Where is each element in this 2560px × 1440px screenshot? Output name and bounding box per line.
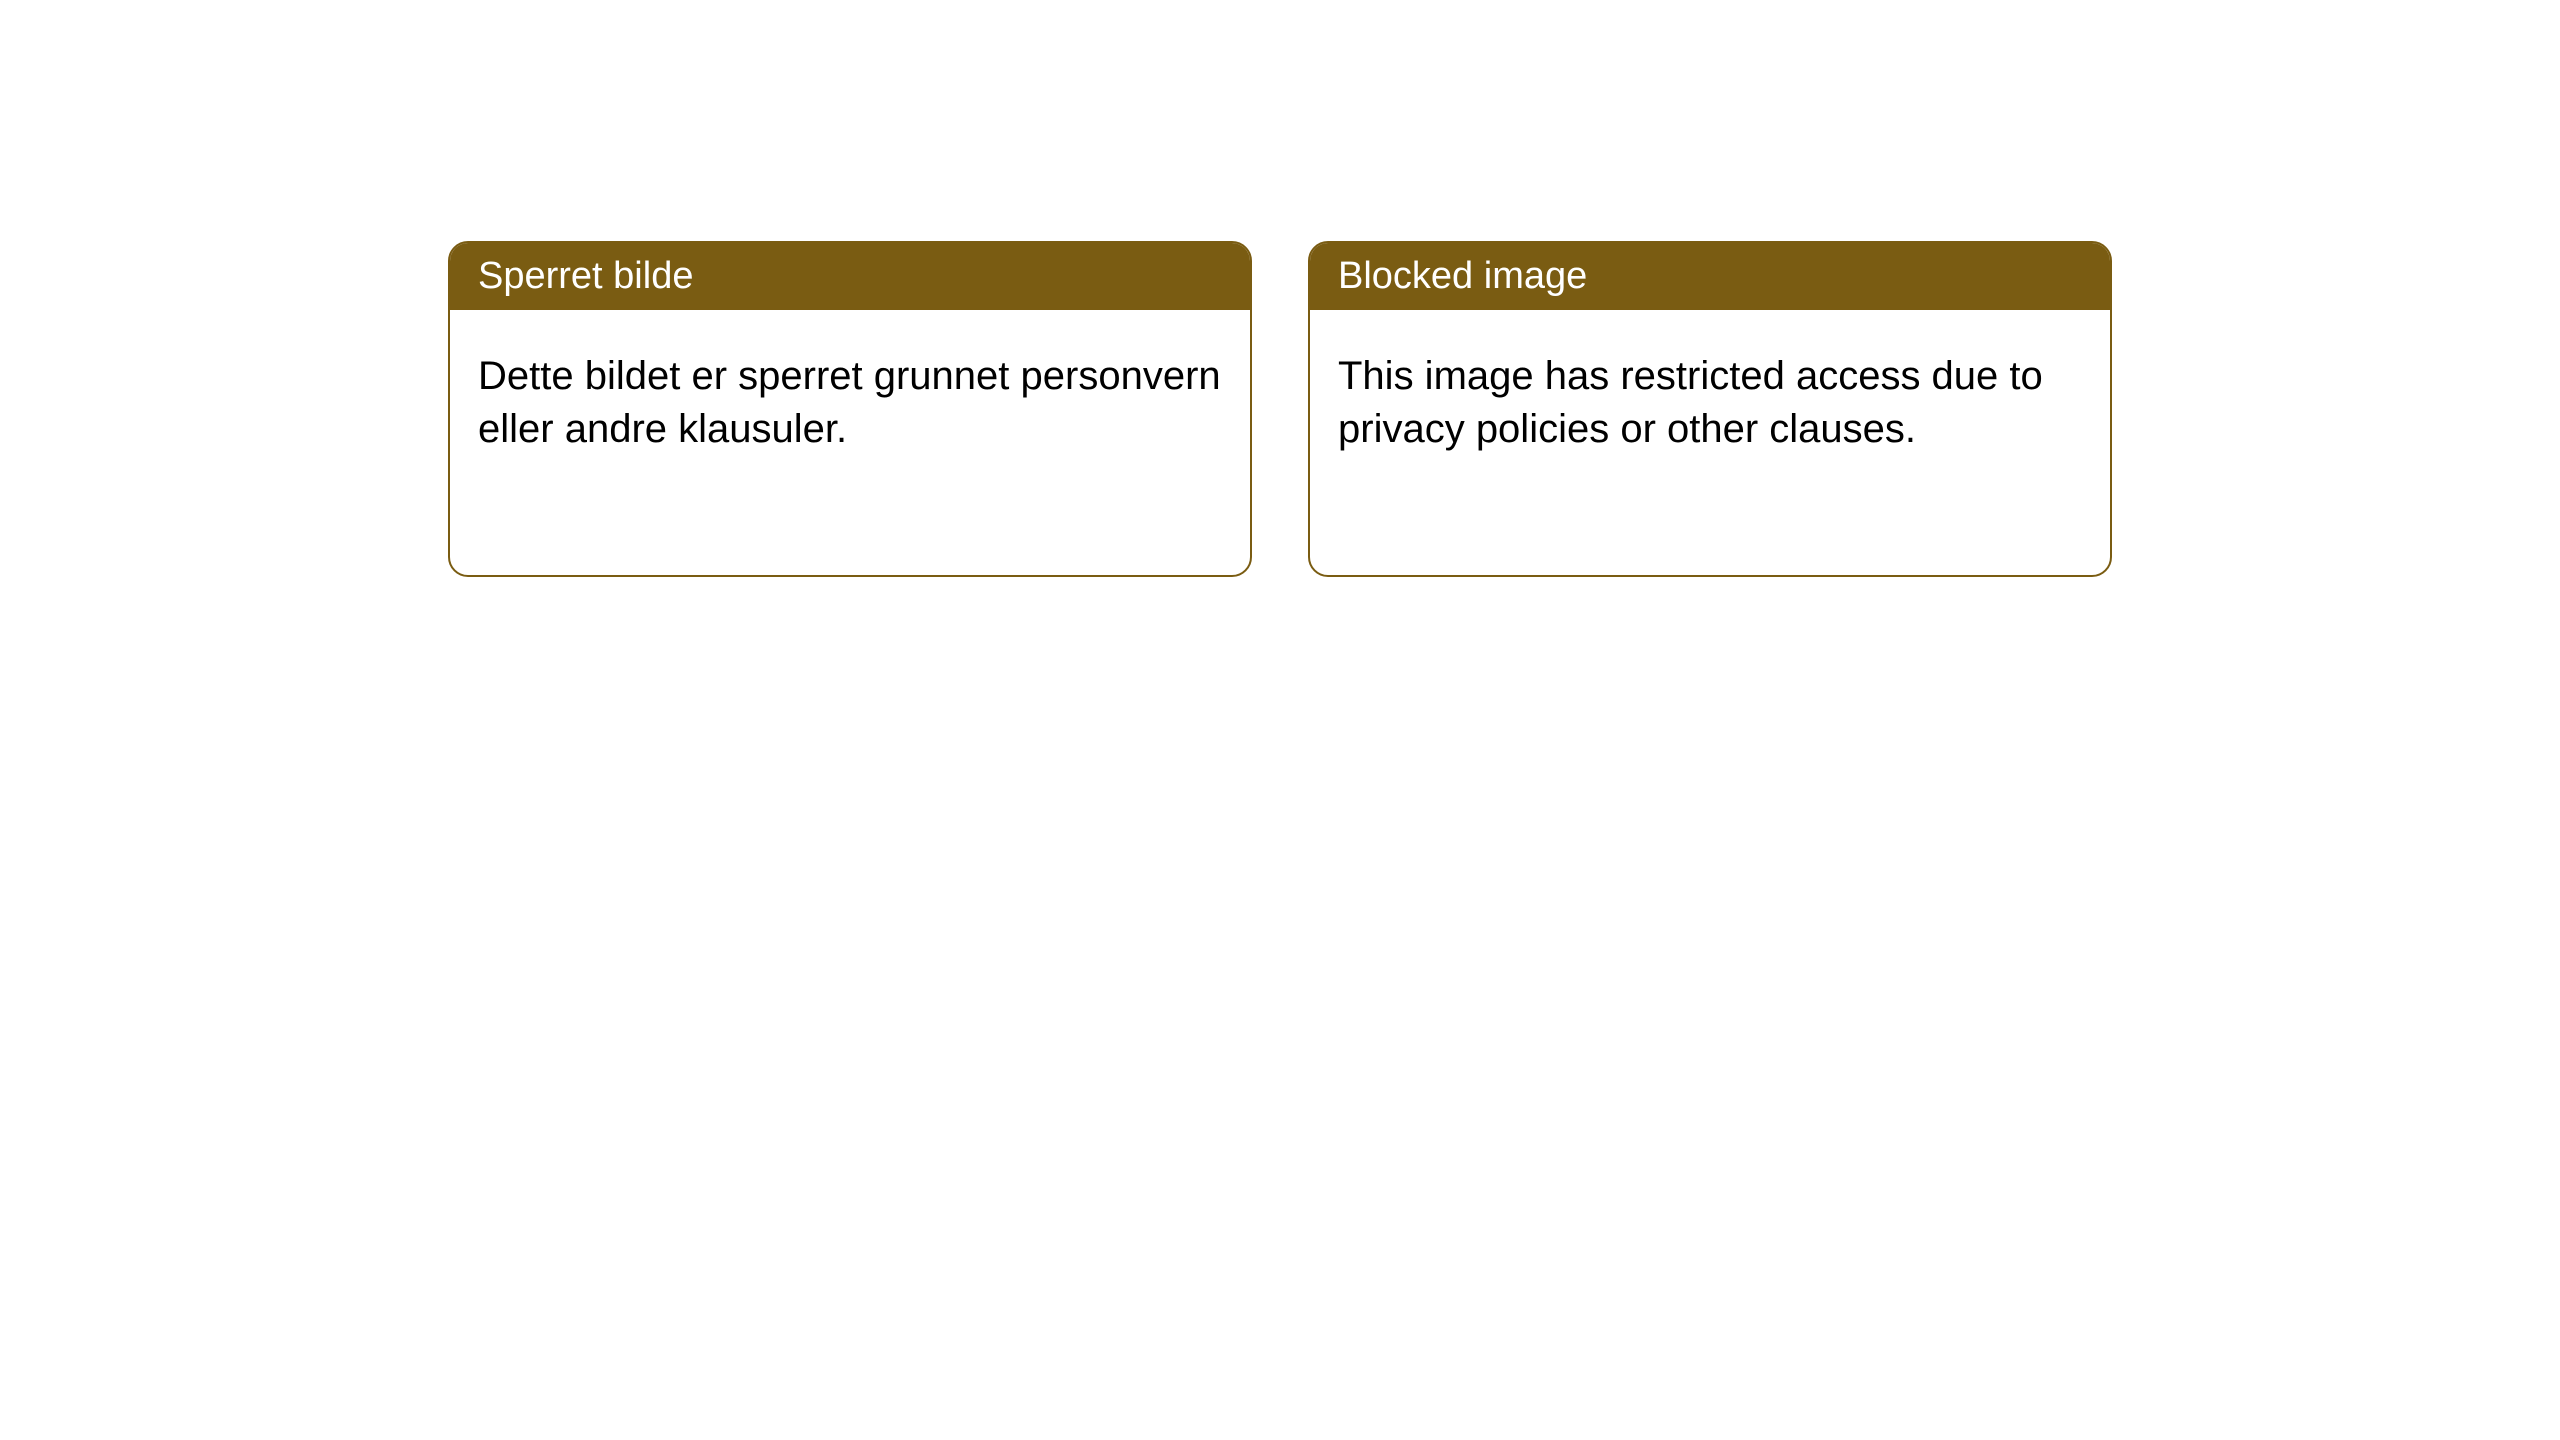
card-body: Dette bildet er sperret grunnet personve… — [450, 310, 1250, 496]
card-body-text: Dette bildet er sperret grunnet personve… — [478, 354, 1221, 451]
notice-cards-container: Sperret bilde Dette bildet er sperret gr… — [448, 241, 2112, 577]
card-title: Sperret bilde — [478, 255, 693, 297]
notice-card-english: Blocked image This image has restricted … — [1308, 241, 2112, 577]
card-header: Sperret bilde — [450, 243, 1250, 310]
notice-card-norwegian: Sperret bilde Dette bildet er sperret gr… — [448, 241, 1252, 577]
card-header: Blocked image — [1310, 243, 2110, 310]
card-body: This image has restricted access due to … — [1310, 310, 2110, 496]
card-body-text: This image has restricted access due to … — [1338, 354, 2043, 451]
card-title: Blocked image — [1338, 255, 1587, 297]
